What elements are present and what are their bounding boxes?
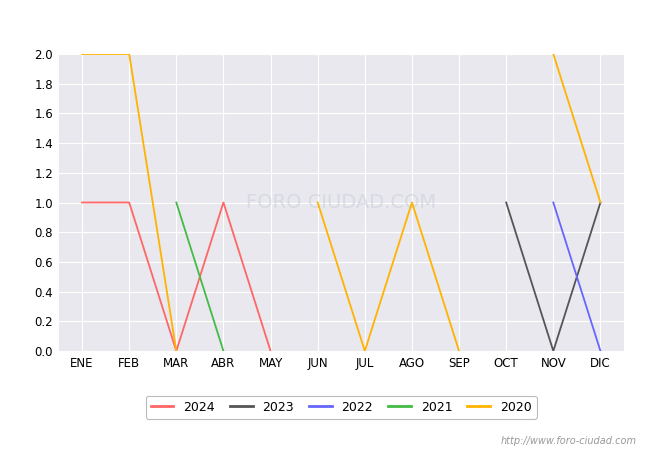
2020 [125,51,133,57]
Line: 2023: 2023 [506,202,601,351]
2022 [549,200,557,205]
Text: http://www.foro-ciudad.com: http://www.foro-ciudad.com [501,436,637,446]
2020 [78,51,86,57]
2020 [172,348,180,354]
Text: Matriculaciones de Vehiculos en Herreruela de Oropesa: Matriculaciones de Vehiculos en Herrerue… [95,11,555,29]
2021 [172,200,180,205]
2023 [597,200,604,205]
2024 [220,200,228,205]
Line: 2024: 2024 [82,202,270,351]
Line: 2021: 2021 [176,202,224,351]
2023 [502,200,510,205]
Text: FORO CIUDAD.COM: FORO CIUDAD.COM [246,193,436,212]
2022 [597,348,604,354]
2024 [78,200,86,205]
2021 [220,348,228,354]
2023 [549,348,557,354]
Line: 2022: 2022 [553,202,601,351]
2024 [266,348,274,354]
Line: 2020: 2020 [82,54,176,351]
2024 [125,200,133,205]
Legend: 2024, 2023, 2022, 2021, 2020: 2024, 2023, 2022, 2021, 2020 [146,396,537,419]
2024 [172,348,180,354]
